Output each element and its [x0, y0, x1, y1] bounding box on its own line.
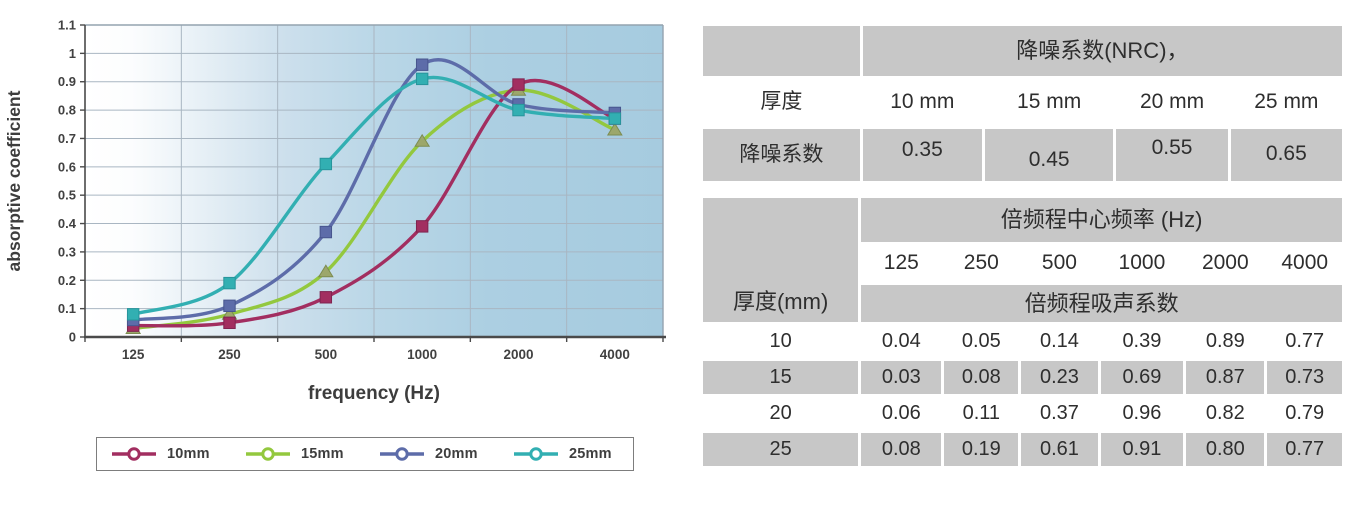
coef-cell: 0.82	[1186, 397, 1265, 430]
freq-col-header: 2000	[1186, 245, 1265, 282]
thickness-col-header: 15 mm	[984, 79, 1114, 126]
svg-text:0.5: 0.5	[58, 188, 76, 203]
legend-label: 20mm	[435, 446, 478, 462]
coef-cell: 0.37	[1021, 397, 1098, 430]
coef-cell: 0.39	[1100, 325, 1184, 358]
nrc-value-cell: 0.65	[1230, 129, 1342, 181]
row-header-thickness: 厚度	[703, 79, 860, 126]
svg-text:2000: 2000	[503, 347, 533, 362]
thickness-col-header: 20 mm	[1116, 79, 1228, 126]
coef-cell: 0.91	[1100, 433, 1184, 466]
table-row-10mm: 10 0.04 0.05 0.14 0.39 0.89 0.77	[703, 325, 1342, 358]
svg-text:0.1: 0.1	[58, 301, 76, 316]
thickness-cell: 15	[703, 361, 859, 394]
row-header-nrc: 降噪系数	[703, 129, 860, 181]
coef-cell: 0.14	[1021, 325, 1098, 358]
table-row: 厚度 10 mm 15 mm 20 mm 25 mm	[703, 79, 1342, 126]
svg-text:0: 0	[69, 330, 76, 345]
coef-cell: 0.61	[1021, 433, 1098, 466]
svg-text:frequency (Hz): frequency (Hz)	[308, 383, 440, 404]
table-row: 厚度(mm) 倍频程中心频率 (Hz)	[703, 198, 1342, 322]
svg-text:1.1: 1.1	[58, 18, 76, 33]
legend-label: 10mm	[167, 446, 210, 462]
line-circle-marker-icon	[112, 447, 156, 461]
thickness-cell: 20	[703, 397, 859, 430]
thickness-col-header: 25 mm	[1230, 79, 1342, 126]
thickness-cell: 10	[703, 325, 859, 358]
coef-cell: 0.19	[944, 433, 1019, 466]
svg-text:4000: 4000	[600, 347, 630, 362]
octave-table-title: 倍频程中心频率 (Hz)	[861, 198, 1342, 242]
coef-cell: 0.11	[944, 397, 1019, 430]
coef-cell: 0.06	[861, 397, 942, 430]
line-circle-marker-icon	[380, 447, 424, 461]
svg-text:250: 250	[218, 347, 241, 362]
nrc-value-cell: 0.35	[862, 129, 982, 181]
svg-text:0.7: 0.7	[58, 131, 76, 146]
legend-label: 25mm	[569, 446, 612, 462]
nrc-table-title: 降噪系数(NRC)，	[862, 26, 1342, 76]
coef-cell: 0.80	[1186, 433, 1265, 466]
line-circle-marker-icon	[514, 447, 558, 461]
freq-col-header: 125	[861, 245, 942, 282]
legend-item-25mm: 25mm	[499, 446, 633, 462]
empty-corner-cell	[703, 26, 860, 76]
svg-text:0.3: 0.3	[58, 244, 76, 259]
svg-text:1: 1	[69, 46, 76, 61]
nrc-table: 降噪系数(NRC)， 厚度 10 mm 15 mm 20 mm 25 mm 降噪…	[700, 23, 1345, 184]
legend-label: 15mm	[301, 446, 344, 462]
svg-text:0.6: 0.6	[58, 159, 76, 174]
freq-col-header: 500	[1021, 245, 1098, 282]
table-row-15mm: 15 0.03 0.08 0.23 0.69 0.87 0.73	[703, 361, 1342, 394]
svg-text:0.8: 0.8	[58, 103, 76, 118]
coef-cell: 0.05	[944, 325, 1019, 358]
svg-text:1000: 1000	[407, 347, 437, 362]
line-circle-marker-icon	[246, 447, 290, 461]
table-row: 降噪系数 0.35 0.45 0.55 0.65	[703, 129, 1342, 181]
coef-cell: 0.77	[1267, 433, 1342, 466]
coef-cell: 0.79	[1267, 397, 1342, 430]
coef-cell: 0.89	[1186, 325, 1265, 358]
thickness-cell: 25	[703, 433, 859, 466]
svg-text:500: 500	[315, 347, 338, 362]
absorption-chart-panel: 0 0.1 0.2 0.3 0.4 0.5 0.6 0.7 0.8 0.9 1 1.1 125 250 50…	[4, 18, 666, 471]
freq-col-header: 250	[944, 245, 1019, 282]
svg-text:absorptive coefficient: absorptive coefficient	[4, 90, 24, 271]
coef-cell: 0.08	[861, 433, 942, 466]
corner-header-thickness-mm: 厚度(mm)	[703, 198, 859, 322]
svg-text:0.2: 0.2	[58, 273, 76, 288]
svg-text:0.4: 0.4	[58, 216, 77, 231]
octave-table-subtitle: 倍频程吸声系数	[861, 285, 1342, 322]
coef-cell: 0.77	[1267, 325, 1342, 358]
coef-cell: 0.73	[1267, 361, 1342, 394]
table-row: 125 250 500 1000 2000 4000	[703, 245, 1342, 282]
octave-absorption-table: 厚度(mm) 倍频程中心频率 (Hz) 125 250 500 1000 200…	[700, 195, 1345, 469]
coef-cell: 0.87	[1186, 361, 1265, 394]
table-row: 降噪系数(NRC)，	[703, 26, 1342, 76]
svg-text:0.9: 0.9	[58, 74, 76, 89]
freq-col-header: 4000	[1267, 245, 1342, 282]
nrc-value-cell: 0.45	[984, 129, 1114, 181]
table-row-20mm: 20 0.06 0.11 0.37 0.96 0.82 0.79	[703, 397, 1342, 430]
absorption-coefficient-line-chart: 0 0.1 0.2 0.3 0.4 0.5 0.6 0.7 0.8 0.9 1 1.1 125 250 50…	[4, 18, 666, 404]
legend-item-10mm: 10mm	[97, 446, 231, 462]
table-row: 倍频程吸声系数	[703, 285, 1342, 322]
chart-legend: 10mm 15mm 20mm 25mm	[96, 437, 634, 471]
coef-cell: 0.69	[1100, 361, 1184, 394]
nrc-value-cell: 0.55	[1116, 129, 1228, 181]
coef-cell: 0.08	[944, 361, 1019, 394]
thickness-col-header: 10 mm	[862, 79, 982, 126]
data-tables-panel: 降噪系数(NRC)， 厚度 10 mm 15 mm 20 mm 25 mm 降噪…	[700, 23, 1345, 469]
coef-cell: 0.96	[1100, 397, 1184, 430]
coef-cell: 0.23	[1021, 361, 1098, 394]
table-row-25mm: 25 0.08 0.19 0.61 0.91 0.80 0.77	[703, 433, 1342, 466]
svg-text:125: 125	[122, 347, 145, 362]
coef-cell: 0.04	[861, 325, 942, 358]
coef-cell: 0.03	[861, 361, 942, 394]
freq-col-header: 1000	[1100, 245, 1184, 282]
legend-item-20mm: 20mm	[365, 446, 499, 462]
legend-item-15mm: 15mm	[231, 446, 365, 462]
